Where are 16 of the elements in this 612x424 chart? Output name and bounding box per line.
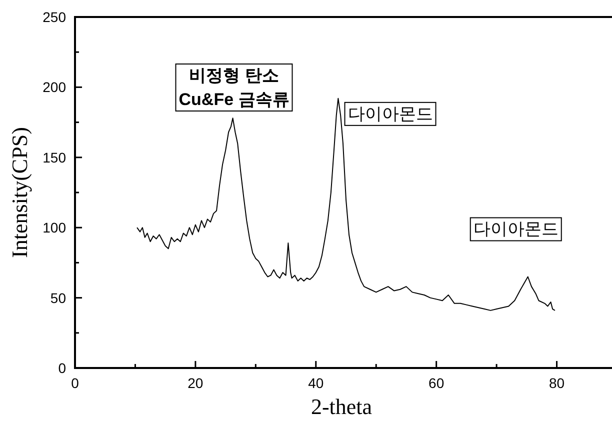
- x-tick-label: 20: [188, 375, 204, 391]
- x-tick-label: 40: [308, 375, 324, 391]
- y-tick-label: 250: [42, 9, 66, 25]
- y-axis-title: Intensity(CPS): [7, 127, 32, 258]
- x-axis-title: 2-theta: [310, 394, 372, 419]
- annotation: 다이아몬드: [473, 220, 558, 239]
- y-tick-label: 100: [42, 220, 66, 236]
- x-tick-label: 80: [548, 375, 565, 391]
- y-tick-label: 50: [50, 290, 66, 306]
- annotation: 비정형 탄소 Cu&Fe 금속류: [178, 66, 290, 109]
- y-tick-label: 200: [42, 79, 66, 96]
- x-tick-label: 60: [428, 375, 444, 391]
- y-tick-label: 0: [58, 360, 66, 376]
- y-tick-label: 150: [42, 149, 66, 166]
- annotation: 다이아몬드: [348, 104, 433, 124]
- x-tick-label: 0: [71, 375, 80, 391]
